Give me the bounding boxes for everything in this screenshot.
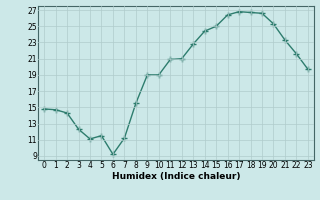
X-axis label: Humidex (Indice chaleur): Humidex (Indice chaleur) <box>112 172 240 181</box>
